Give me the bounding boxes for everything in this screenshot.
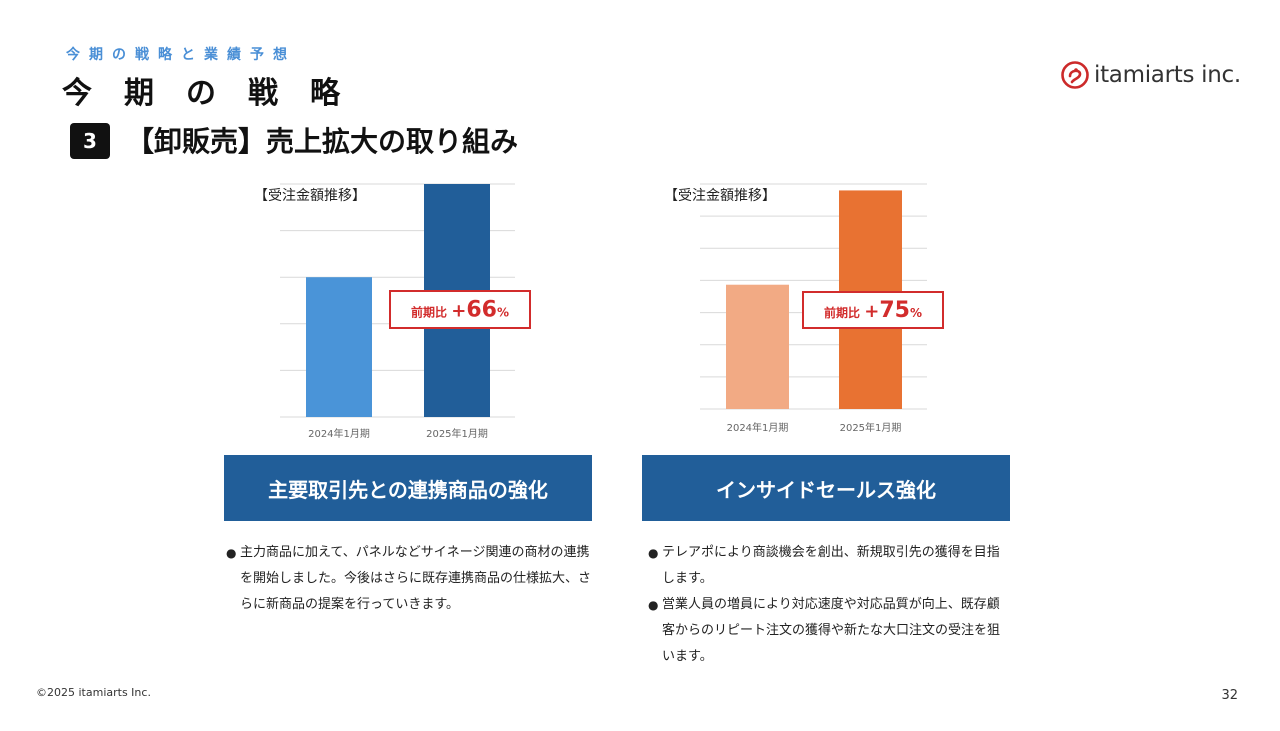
bar-2024年1月期: [306, 277, 372, 417]
section-title: 【卸販売】売上拡大の取り組み: [126, 125, 519, 158]
x-tick-label: 2025年1月期: [840, 421, 902, 434]
x-tick-label: 2024年1月期: [308, 427, 370, 440]
itamiarts-logo-icon: [1061, 61, 1089, 89]
x-tick-label: 2025年1月期: [426, 427, 488, 440]
callout-value: 75: [879, 298, 910, 323]
chart-title: 【受注金額推移】: [254, 188, 366, 204]
order-amount-chart-inside-sales: 2024年1月期 2025年1月期 【受注金額推移】前期比 +75%: [664, 183, 944, 434]
x-tick-label: 2024年1月期: [727, 421, 789, 434]
callout-unit: %: [910, 306, 922, 320]
callout-plus: +: [451, 301, 466, 322]
callout-plus: +: [864, 301, 879, 322]
bar-2024年1月期: [726, 284, 789, 409]
order-amount-chart-wholesale-partners: 2024年1月期 2025年1月期 【受注金額推移】前期比 +66%: [254, 183, 531, 440]
page-title: 今期の戦略: [62, 76, 372, 111]
logo-text: itamiarts inc.: [1094, 62, 1241, 88]
growth-callout-text: 前期比 +75%: [824, 298, 922, 323]
panel-bullets-partner-products: 主力商品に加えて、パネルなどサイネージ関連の商材の連携を開始しました。今後はさら…: [226, 540, 591, 618]
callout-label: 前期比: [411, 305, 451, 320]
callout-label: 前期比: [824, 305, 864, 320]
copyright: ©2025 itamiarts Inc.: [36, 686, 151, 699]
section-kicker: 今期の戦略と業績予想: [66, 47, 296, 63]
panel-bullets-inside-sales: テレアポにより商談機会を創出、新規取引先の獲得を目指します。 営業人員の増員によ…: [648, 540, 1010, 670]
growth-callout-box: [802, 291, 944, 329]
callout-value: 66: [466, 298, 497, 323]
company-logo: itamiarts inc.: [1060, 58, 1260, 92]
bullet-item: 営業人員の増員により対応速度や対応品質が向上、既存顧客からのリピート注文の獲得や…: [648, 592, 1010, 670]
page-number: 32: [1221, 688, 1238, 703]
growth-callout-text: 前期比 +66%: [411, 298, 509, 323]
section-number-badge: 3: [70, 123, 110, 159]
panel-banner-inside-sales: インサイドセールス強化: [642, 455, 1010, 521]
bullet-item: 主力商品に加えて、パネルなどサイネージ関連の商材の連携を開始しました。今後はさら…: [226, 540, 591, 618]
bullet-item: テレアポにより商談機会を創出、新規取引先の獲得を目指します。: [648, 540, 1010, 592]
panel-banner-partner-products: 主要取引先との連携商品の強化: [224, 455, 592, 521]
chart-title: 【受注金額推移】: [664, 188, 776, 204]
callout-unit: %: [497, 306, 509, 320]
growth-callout-box: [389, 290, 531, 329]
